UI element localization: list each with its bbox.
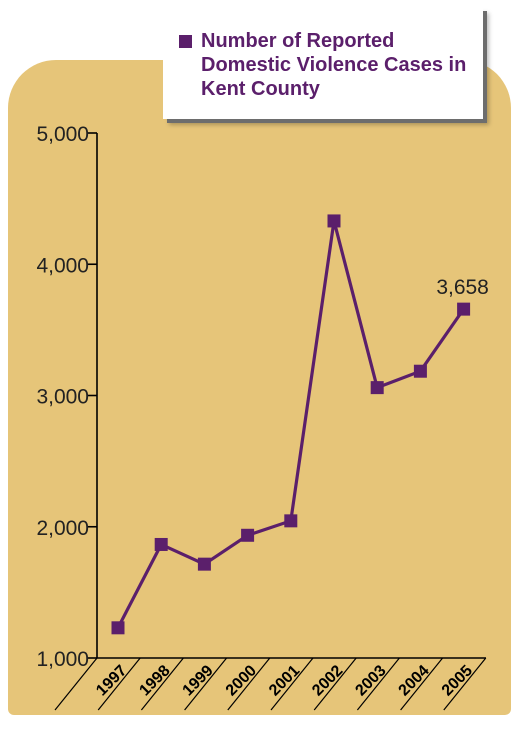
legend-label: Number of Reported Domestic Violence Cas…: [201, 30, 467, 100]
y-tick-label: 1,000: [36, 648, 89, 671]
series-group: [111, 214, 471, 635]
legend: Number of Reported Domestic Violence Cas…: [163, 7, 483, 119]
y-tick-label: 2,000: [36, 517, 89, 540]
y-tick-label: 5,000: [36, 123, 89, 146]
x-tick-divider: [97, 657, 141, 711]
y-axis-ticks: 1,000 2,000 3,000 4,000 5,000: [36, 123, 97, 671]
annotations: 3,658: [436, 276, 489, 299]
data-point-marker: [370, 381, 384, 395]
data-point-marker: [197, 557, 211, 571]
data-point-marker: [111, 621, 125, 635]
y-tick-label: 3,000: [36, 386, 89, 409]
data-point-marker: [154, 537, 168, 551]
data-point-marker: [284, 514, 298, 528]
x-tick-divider: [400, 657, 444, 711]
legend-swatch: [179, 35, 192, 48]
chart-axes: [96, 133, 486, 659]
x-axis-ticks: 1997 1998 1999 2000 2001 2002 2003 2004 2005: [54, 657, 487, 711]
series-line: [116, 220, 465, 629]
chart-panel: [8, 60, 511, 715]
x-tick-divider: [443, 657, 487, 711]
x-tick-divider: [54, 657, 98, 711]
x-tick-divider: [140, 657, 184, 711]
x-tick-divider: [313, 657, 357, 711]
data-label: 3,658: [436, 276, 489, 299]
data-point-marker: [327, 214, 341, 228]
data-point-marker: [241, 528, 255, 542]
y-tick-label: 4,000: [36, 254, 89, 277]
data-point-marker: [413, 364, 427, 378]
x-tick-divider: [184, 657, 228, 711]
x-tick-divider: [270, 657, 314, 711]
data-point-marker: [457, 302, 471, 316]
x-tick-divider: [227, 657, 271, 711]
x-tick-divider: [356, 657, 400, 711]
